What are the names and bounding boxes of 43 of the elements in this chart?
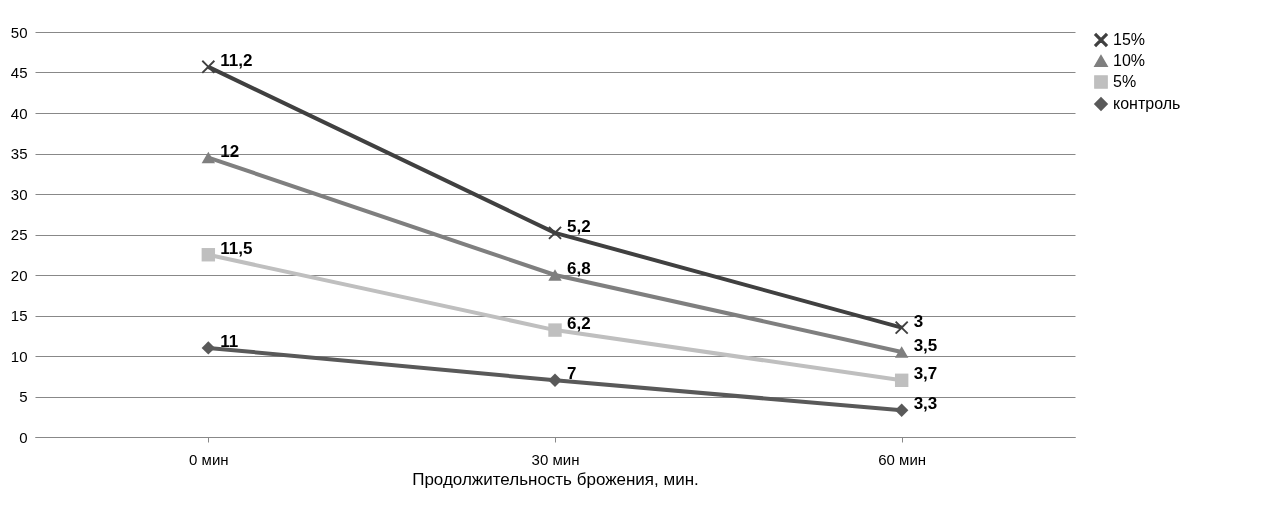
y-tick-label: 20 <box>10 266 28 284</box>
annotation: 3,3 <box>913 394 938 414</box>
annotation: 6,8 <box>567 259 591 278</box>
y-tick-label: 5 <box>19 388 28 405</box>
point <box>894 346 909 358</box>
annotation: 6,2 <box>567 314 591 334</box>
annotation: 12 <box>220 141 240 161</box>
legend-label: 10% <box>1113 52 1146 69</box>
annotation: 3 <box>913 311 924 331</box>
x-tick-label: 30 мин <box>531 450 580 468</box>
y-tick-label: 15 <box>10 307 28 324</box>
annotation: 3,7 <box>913 364 938 384</box>
point <box>894 403 909 417</box>
y-tick-label: 10 <box>10 347 28 365</box>
point <box>548 226 562 240</box>
y-tick-label: 40 <box>10 104 28 122</box>
annotation: 11,5 <box>220 238 253 258</box>
point <box>548 373 562 388</box>
y-tick-label: 30 <box>10 185 28 203</box>
point <box>548 323 562 337</box>
annotation: 5,2 <box>567 216 591 236</box>
legend-label: 5% <box>1113 73 1137 90</box>
annotation: 7 <box>567 364 577 384</box>
legend-label: контроль <box>1113 95 1181 112</box>
y-tick-label: 35 <box>10 145 28 162</box>
annotation: 11,2 <box>220 50 253 70</box>
point <box>548 269 562 281</box>
y-tick-label: 25 <box>10 226 28 243</box>
point <box>201 151 216 164</box>
annotation: 11 <box>220 331 239 351</box>
x-axis-title: Продолжительность брожения, мин. <box>412 469 699 489</box>
annotation: 3,5 <box>913 335 938 355</box>
x-tick-label: 0 мин <box>189 450 229 468</box>
y-tick-label: 45 <box>10 64 28 81</box>
y-tick-label: 50 <box>10 23 28 41</box>
point <box>201 341 216 355</box>
point <box>894 320 909 335</box>
point <box>201 60 216 74</box>
point <box>201 248 216 262</box>
y-tick-label: 0 <box>19 428 28 446</box>
point <box>894 373 909 388</box>
legend-label: 15% <box>1113 31 1146 48</box>
x-tick-label: 60 мин <box>878 450 927 468</box>
